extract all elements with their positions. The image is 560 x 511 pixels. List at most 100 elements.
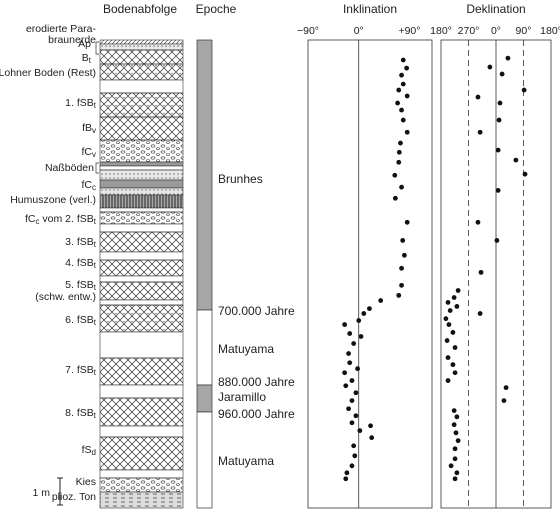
profile-label: 4. fSBt bbox=[65, 257, 97, 270]
data-point bbox=[445, 378, 451, 383]
data-point bbox=[399, 72, 404, 78]
soil-layer bbox=[99, 304, 184, 333]
data-point bbox=[404, 93, 410, 99]
soil-layer bbox=[99, 259, 184, 277]
subscript: d bbox=[92, 448, 96, 457]
data-point bbox=[499, 71, 505, 77]
soil-layer bbox=[99, 211, 184, 225]
epoch-band bbox=[196, 384, 213, 413]
data-point bbox=[450, 362, 456, 368]
epoch-band bbox=[196, 309, 213, 386]
data-point bbox=[455, 288, 461, 293]
data-point bbox=[521, 87, 527, 93]
x-tick-label: −90° bbox=[297, 25, 319, 37]
profile-label: fCc bbox=[82, 179, 97, 192]
data-point bbox=[347, 360, 353, 366]
epoch-label: Brunhes bbox=[218, 172, 263, 186]
profile-label: Naßböden bbox=[45, 162, 94, 174]
subscript: v bbox=[92, 126, 96, 135]
label-part: 7. fSB bbox=[65, 364, 94, 376]
soil-layer bbox=[99, 92, 184, 118]
epoch-band bbox=[196, 39, 213, 311]
data-point bbox=[347, 331, 353, 336]
profile-label: Kies bbox=[76, 476, 96, 488]
label-part: Humuszone (verl.) bbox=[10, 194, 96, 206]
x-tick-label: 270° bbox=[458, 25, 480, 37]
data-point bbox=[396, 87, 402, 93]
data-point bbox=[445, 300, 451, 305]
data-point bbox=[400, 117, 406, 123]
chart-title: Deklination bbox=[466, 2, 525, 16]
soil-layer bbox=[99, 223, 184, 233]
label-part: fC bbox=[25, 213, 36, 225]
data-point bbox=[343, 476, 349, 482]
soil-layer bbox=[99, 357, 184, 386]
label-part: 6. fSB bbox=[65, 314, 94, 326]
label-part: 3. fSB bbox=[65, 236, 94, 248]
soil-layer bbox=[99, 165, 184, 171]
soil-layer bbox=[99, 384, 184, 399]
label-part: 4. fSB bbox=[65, 257, 94, 269]
data-point bbox=[399, 282, 404, 288]
epoch-label: Matuyama bbox=[218, 454, 274, 468]
x-tick-label: 180° bbox=[540, 25, 560, 37]
data-point bbox=[503, 385, 509, 391]
subscript: t bbox=[94, 318, 97, 327]
soil-layer bbox=[99, 425, 184, 438]
profile-label: fSd bbox=[82, 444, 96, 457]
soil-layer bbox=[99, 39, 184, 45]
profile-label: 5. fSBt bbox=[65, 279, 97, 292]
data-point bbox=[452, 446, 458, 452]
soil-layer bbox=[99, 397, 184, 427]
label-part: Naßböden bbox=[45, 162, 94, 174]
data-point bbox=[448, 463, 454, 469]
subscript: t bbox=[94, 411, 97, 420]
soil-layer bbox=[99, 116, 184, 141]
soil-layer bbox=[99, 194, 184, 209]
profile-label: braunerde bbox=[48, 34, 96, 46]
soil-layer bbox=[99, 187, 184, 196]
soil-layer bbox=[99, 469, 184, 479]
label-part: Kies bbox=[76, 476, 96, 488]
profile-label: fCc vom 2. fSBt bbox=[25, 213, 97, 226]
subscript: c bbox=[35, 217, 39, 226]
soil-layer bbox=[99, 231, 184, 253]
profile-label: 8. fSBt bbox=[65, 407, 97, 420]
data-point bbox=[342, 370, 348, 376]
soil-layer bbox=[99, 63, 184, 81]
data-point bbox=[396, 149, 402, 155]
soil-layer bbox=[99, 161, 184, 167]
data-point bbox=[353, 390, 359, 396]
data-point bbox=[451, 408, 457, 414]
profile-label: 6. fSBt bbox=[65, 314, 97, 327]
data-point bbox=[349, 420, 355, 426]
data-point bbox=[357, 428, 363, 434]
data-point bbox=[451, 295, 457, 300]
profile-label: Humuszone (verl.) bbox=[10, 194, 96, 206]
subscript: t bbox=[94, 240, 97, 249]
data-point bbox=[475, 219, 481, 225]
soil-layer bbox=[99, 299, 184, 306]
data-point bbox=[399, 107, 404, 113]
data-point bbox=[475, 94, 481, 100]
x-tick-label: 0° bbox=[491, 25, 501, 37]
data-point bbox=[454, 414, 460, 420]
label-part: plioz. Ton bbox=[52, 491, 96, 503]
x-tick-label: 0° bbox=[354, 25, 364, 37]
data-point bbox=[478, 269, 484, 275]
profile-label: Ap bbox=[78, 38, 91, 50]
profile-label: 3. fSBt bbox=[65, 236, 97, 249]
data-point bbox=[446, 322, 452, 327]
soil-layer bbox=[99, 436, 184, 471]
label-part: B bbox=[82, 52, 89, 64]
data-point bbox=[356, 318, 362, 323]
epoch-label: 700.000 Jahre bbox=[218, 304, 295, 318]
data-point bbox=[351, 443, 357, 449]
data-point bbox=[349, 463, 355, 469]
label-part: vom 2. fSB bbox=[39, 213, 93, 225]
soil-layer bbox=[99, 331, 184, 359]
x-tick-label: +90° bbox=[398, 25, 420, 37]
epoch-band bbox=[196, 411, 213, 509]
subscript: t bbox=[94, 283, 97, 292]
epoch-header: Epoche bbox=[196, 2, 237, 16]
